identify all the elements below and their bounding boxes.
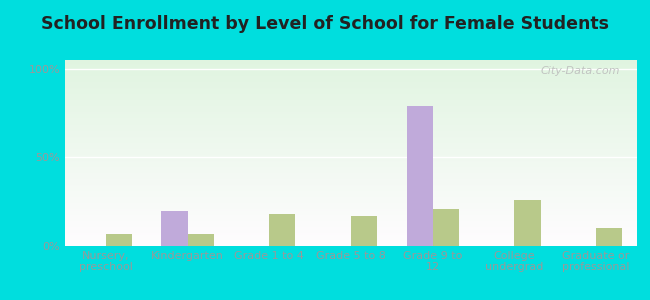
Bar xyxy=(269,214,296,246)
Bar xyxy=(596,228,622,246)
Bar xyxy=(433,209,459,246)
Bar xyxy=(406,106,433,246)
Bar xyxy=(514,200,541,246)
Bar xyxy=(106,234,132,246)
Bar xyxy=(351,216,377,246)
Text: City-Data.com: City-Data.com xyxy=(540,66,620,76)
Bar xyxy=(188,234,214,246)
Text: School Enrollment by Level of School for Female Students: School Enrollment by Level of School for… xyxy=(41,15,609,33)
Bar xyxy=(161,211,188,246)
